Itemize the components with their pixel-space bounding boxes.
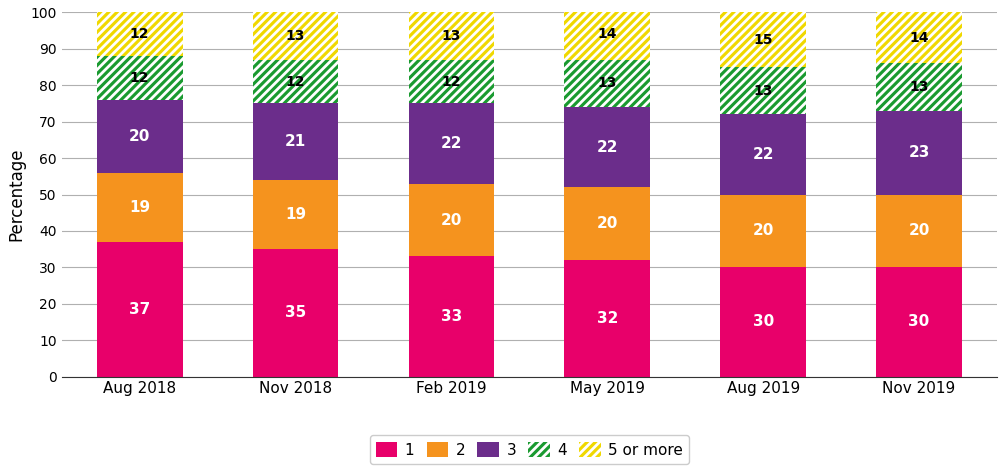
Text: 13: 13: [286, 29, 305, 43]
Text: 12: 12: [129, 27, 149, 41]
Text: 22: 22: [751, 147, 773, 162]
Text: 30: 30: [908, 314, 929, 329]
Text: 14: 14: [597, 27, 617, 41]
Text: 19: 19: [285, 207, 306, 222]
Bar: [96, 56, 183, 100]
Bar: [564, 60, 650, 107]
Text: 23: 23: [908, 145, 929, 160]
Bar: [876, 63, 961, 111]
Bar: [253, 60, 338, 103]
Bar: [876, 63, 961, 111]
Text: 35: 35: [285, 306, 306, 321]
Bar: [253, 249, 338, 376]
Bar: [96, 12, 183, 56]
Text: 20: 20: [596, 216, 618, 231]
Bar: [253, 12, 338, 60]
Bar: [876, 12, 961, 63]
Bar: [408, 60, 493, 103]
Bar: [96, 12, 183, 56]
Text: 20: 20: [908, 223, 929, 238]
Bar: [719, 12, 805, 67]
Text: 20: 20: [752, 223, 773, 238]
Bar: [719, 195, 805, 267]
Text: 15: 15: [752, 33, 772, 47]
Bar: [96, 172, 183, 242]
Bar: [408, 12, 493, 60]
Bar: [564, 260, 650, 376]
Text: 30: 30: [752, 314, 773, 329]
Bar: [253, 12, 338, 60]
Bar: [719, 67, 805, 114]
Bar: [408, 12, 493, 60]
Bar: [876, 111, 961, 195]
Bar: [253, 180, 338, 249]
Bar: [408, 103, 493, 184]
Text: 13: 13: [753, 84, 772, 98]
Bar: [253, 103, 338, 180]
Bar: [408, 257, 493, 376]
Text: 12: 12: [286, 75, 305, 89]
Text: 33: 33: [440, 309, 461, 324]
Text: 19: 19: [129, 200, 150, 215]
Text: 20: 20: [128, 129, 150, 144]
Bar: [719, 12, 805, 67]
Legend: 1, 2, 3, 4, 5 or more: 1, 2, 3, 4, 5 or more: [369, 435, 689, 463]
Bar: [564, 9, 650, 60]
Text: 21: 21: [285, 134, 306, 149]
Bar: [876, 267, 961, 376]
Text: 20: 20: [440, 212, 461, 227]
Text: 22: 22: [440, 136, 461, 151]
Bar: [564, 60, 650, 107]
Text: 37: 37: [129, 302, 150, 317]
Bar: [719, 267, 805, 376]
Bar: [96, 242, 183, 376]
Text: 32: 32: [596, 311, 618, 326]
Bar: [876, 12, 961, 63]
Text: 13: 13: [597, 77, 617, 90]
Bar: [96, 100, 183, 172]
Bar: [719, 114, 805, 195]
Bar: [96, 56, 183, 100]
Text: 13: 13: [441, 29, 460, 43]
Text: 12: 12: [441, 75, 460, 89]
Text: 12: 12: [129, 71, 149, 85]
Bar: [876, 195, 961, 267]
Bar: [408, 60, 493, 103]
Bar: [408, 184, 493, 257]
Text: 14: 14: [909, 31, 928, 45]
Bar: [719, 67, 805, 114]
Text: 13: 13: [909, 80, 928, 94]
Text: 22: 22: [596, 140, 618, 155]
Y-axis label: Percentage: Percentage: [7, 148, 25, 241]
Bar: [564, 9, 650, 60]
Bar: [564, 187, 650, 260]
Bar: [564, 107, 650, 187]
Bar: [253, 60, 338, 103]
